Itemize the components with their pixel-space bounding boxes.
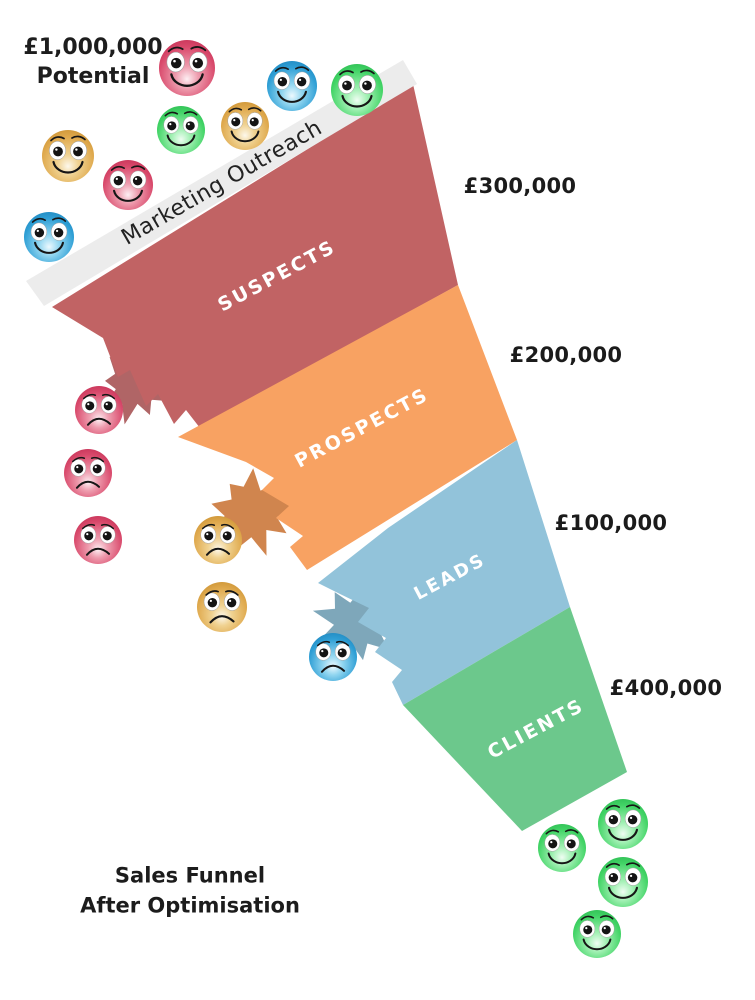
happy-face-icon: [42, 130, 94, 182]
happy-face-icon: [573, 910, 621, 958]
value-label-suspects: £300,000: [463, 174, 577, 198]
sad-face-icon: [196, 581, 248, 633]
value-label-prospects: £200,000: [509, 343, 623, 367]
happy-face-icon: [157, 106, 205, 154]
happy-face-icon: [158, 39, 216, 97]
funnel-stage-suspects: [52, 84, 458, 428]
potential-amount: £1,000,000: [23, 34, 163, 60]
happy-face-icon: [597, 798, 649, 850]
sad-face-icon: [75, 386, 123, 434]
marketing-outreach-band: [26, 60, 417, 306]
sad-face-icon: [64, 449, 112, 497]
potential-label: £1,000,000 Potential: [23, 33, 162, 91]
sad-face-icon: [194, 516, 242, 564]
caption-line2: After Optimisation: [80, 894, 300, 918]
sad-face-icon: [74, 516, 122, 564]
happy-face-icon: [538, 824, 586, 872]
happy-face-icon: [221, 102, 269, 150]
funnel-stage-clients: [403, 607, 627, 831]
potential-word: Potential: [36, 64, 150, 89]
happy-face-icon: [597, 856, 649, 908]
value-label-leads: £100,000: [554, 511, 668, 535]
happy-face-icon: [23, 211, 75, 263]
caption-line1: Sales Funnel: [114, 863, 266, 888]
funnel-stage-prospects: [178, 285, 517, 570]
happy-face-icon: [331, 64, 383, 116]
sad-face-icon: [309, 633, 357, 681]
value-label-clients: £400,000: [609, 676, 723, 700]
happy-face-icon: [102, 159, 154, 211]
funnel-stage-leads: [318, 440, 570, 705]
happy-face-icon: [266, 60, 318, 112]
chart-caption: Sales Funnel After Optimisation: [80, 861, 300, 922]
